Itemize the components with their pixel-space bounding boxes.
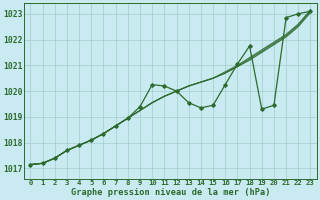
X-axis label: Graphe pression niveau de la mer (hPa): Graphe pression niveau de la mer (hPa)	[71, 188, 270, 197]
